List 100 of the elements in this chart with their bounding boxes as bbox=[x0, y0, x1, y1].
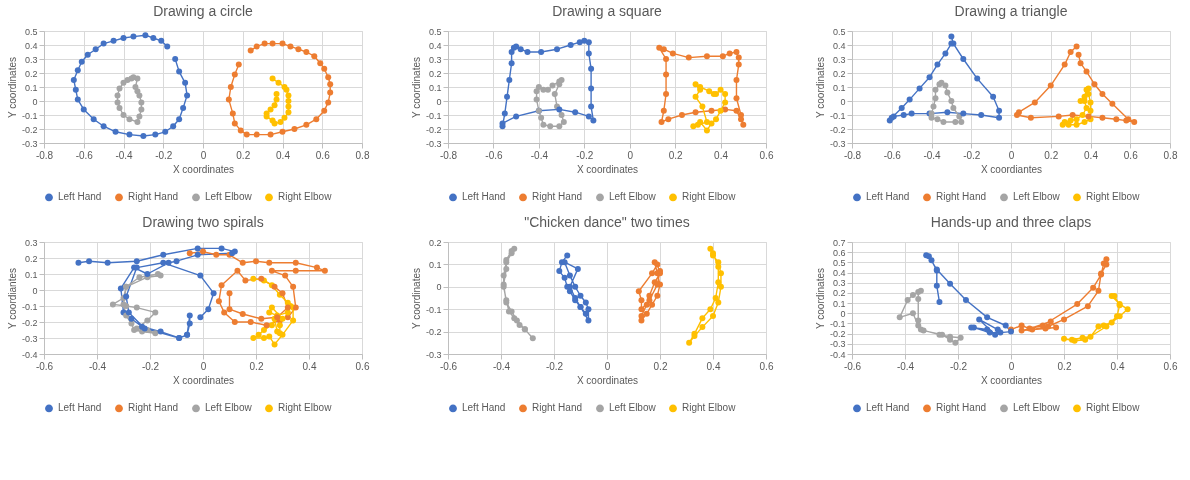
legend-label: Left Hand bbox=[462, 191, 506, 203]
legend-label: Right Elbow bbox=[682, 191, 737, 203]
legend-label: Right Hand bbox=[532, 191, 583, 203]
x-tick-label: -0.6 bbox=[35, 360, 54, 372]
x-tick-label: -0.6 bbox=[439, 360, 458, 372]
y-tick-label: 0.2 bbox=[24, 253, 38, 264]
y-tick-label: 0.1 bbox=[24, 82, 38, 93]
chart-title: Hands-up and three claps bbox=[930, 214, 1092, 230]
x-tick-label: 0 bbox=[604, 360, 611, 372]
x-axis-title: X coordinates bbox=[576, 163, 639, 175]
x-tick-label: -0.6 bbox=[485, 149, 503, 161]
legend-label: Right Hand bbox=[128, 191, 179, 203]
legend-label: Right Hand bbox=[936, 402, 987, 414]
y-tick-label: -0.2 bbox=[21, 317, 38, 328]
y-tick-label: 0.3 bbox=[428, 54, 442, 65]
x-tick-label: 0.4 bbox=[302, 360, 317, 372]
y-tick-label: 0.4 bbox=[832, 268, 846, 279]
legend-label: Left Elbow bbox=[1013, 402, 1061, 414]
x-tick-label: -0.4 bbox=[492, 360, 511, 372]
x-tick-label: 0.4 bbox=[714, 149, 729, 161]
x-tick-label: -0.6 bbox=[883, 149, 902, 161]
y-tick-label: -0.3 bbox=[425, 349, 442, 360]
chart-title: Drawing two spirals bbox=[142, 214, 264, 230]
x-tick-label: -0.8 bbox=[439, 149, 458, 161]
legend-label: Right Elbow bbox=[278, 402, 333, 414]
x-tick-label: 0.6 bbox=[315, 149, 331, 161]
y-tick-label: 0 bbox=[840, 308, 846, 319]
chart-title: Drawing a triangle bbox=[954, 3, 1068, 19]
x-tick-label: 0 bbox=[200, 360, 207, 372]
x-tick-label: 0.2 bbox=[668, 149, 684, 161]
y-tick-label: -0.4 bbox=[21, 349, 38, 360]
x-tick-label: 0.2 bbox=[653, 360, 668, 372]
y-axis-title: Y coordinates bbox=[814, 57, 826, 118]
y-tick-label: 0.5 bbox=[428, 26, 442, 37]
x-axis-title: X coordinates bbox=[172, 374, 235, 386]
y-tick-label: -0.2 bbox=[21, 124, 38, 135]
x-axis-title: X coordiantes bbox=[980, 163, 1043, 175]
y-tick-label: -0.3 bbox=[21, 138, 38, 149]
legend-label: Right Elbow bbox=[1086, 402, 1141, 414]
y-tick-label: 0.1 bbox=[24, 269, 38, 280]
y-tick-label: 0.2 bbox=[24, 68, 38, 79]
y-tick-label: -0.1 bbox=[425, 110, 442, 121]
y-tick-label: 0.7 bbox=[832, 237, 846, 248]
x-tick-label: -0.4 bbox=[896, 360, 915, 372]
x-tick-label: 0 bbox=[1008, 360, 1015, 372]
y-tick-label: 0.2 bbox=[428, 237, 442, 248]
x-tick-label: 0.2 bbox=[1044, 149, 1059, 161]
x-tick-label: -0.2 bbox=[141, 360, 160, 372]
x-tick-label: 0.6 bbox=[355, 360, 370, 372]
x-tick-label: 0 bbox=[627, 149, 634, 161]
y-tick-label: 0 bbox=[32, 285, 38, 296]
legend-label: Left Hand bbox=[866, 191, 910, 203]
x-tick-label: -0.4 bbox=[115, 149, 134, 161]
x-tick-label: -0.2 bbox=[155, 149, 173, 161]
x-axis-title: X coordinates bbox=[576, 374, 639, 386]
y-tick-label: -0.1 bbox=[21, 110, 38, 121]
x-tick-label: 0.6 bbox=[759, 360, 774, 372]
y-tick-label: 0.6 bbox=[832, 247, 846, 258]
legend-label: Right Hand bbox=[936, 191, 987, 203]
x-tick-label: -0.4 bbox=[923, 149, 942, 161]
y-tick-label: 0.3 bbox=[832, 54, 846, 65]
y-tick-label: -0.2 bbox=[829, 329, 846, 340]
legend-label: Left Elbow bbox=[609, 191, 657, 203]
x-tick-label: 0.6 bbox=[1163, 360, 1178, 372]
y-tick-label: 0.5 bbox=[24, 26, 38, 37]
y-tick-label: -0.2 bbox=[425, 327, 442, 338]
y-tick-label: -0.2 bbox=[425, 124, 442, 135]
y-tick-label: -0.1 bbox=[829, 110, 846, 121]
x-tick-label: 0.4 bbox=[1110, 360, 1125, 372]
x-tick-label: 0.2 bbox=[236, 149, 251, 161]
y-axis-title: Y coordinates bbox=[6, 57, 18, 118]
y-tick-label: -0.1 bbox=[425, 304, 442, 315]
y-tick-label: 0.5 bbox=[832, 26, 846, 37]
y-axis-title: Y coordinates bbox=[814, 268, 826, 329]
y-tick-label: 0.3 bbox=[24, 237, 38, 248]
y-tick-label: 0.1 bbox=[832, 298, 846, 309]
y-tick-label: 0.4 bbox=[832, 40, 846, 51]
x-tick-label: 0.2 bbox=[1057, 360, 1072, 372]
y-tick-label: 0.4 bbox=[428, 40, 442, 51]
x-tick-label: 0.8 bbox=[355, 149, 370, 161]
x-tick-label: 0.4 bbox=[276, 149, 291, 161]
legend-label: Right Elbow bbox=[1086, 191, 1141, 203]
y-tick-label: 0.1 bbox=[428, 259, 442, 270]
x-tick-label: 0.4 bbox=[706, 360, 721, 372]
x-tick-label: 0 bbox=[200, 149, 207, 161]
x-tick-label: -0.6 bbox=[75, 149, 94, 161]
legend-label: Right Elbow bbox=[682, 402, 737, 414]
y-axis-title: Y coordinates bbox=[410, 268, 422, 329]
y-tick-label: 0.3 bbox=[832, 278, 846, 289]
y-tick-label: 0 bbox=[436, 96, 442, 107]
legend-label: Left Elbow bbox=[1013, 191, 1061, 203]
legend-label: Left Hand bbox=[462, 402, 506, 414]
y-tick-label: 0.2 bbox=[832, 288, 846, 299]
x-tick-label: -0.8 bbox=[35, 149, 54, 161]
y-tick-label: -0.2 bbox=[829, 124, 846, 135]
y-tick-label: -0.3 bbox=[829, 339, 846, 350]
y-axis-title: Y coordinates bbox=[410, 57, 422, 118]
legend-label: Left Elbow bbox=[205, 191, 253, 203]
x-tick-label: -0.8 bbox=[843, 149, 862, 161]
legend-label: Left Hand bbox=[58, 191, 102, 203]
